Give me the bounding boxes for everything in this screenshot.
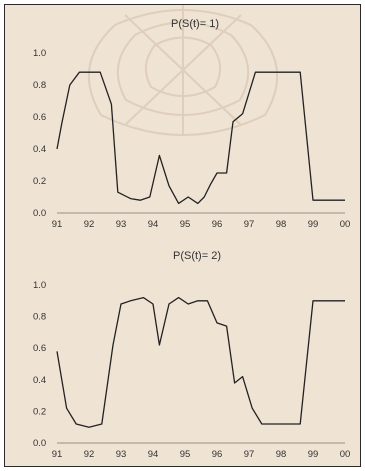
x-tick-label: 91 xyxy=(52,449,63,460)
y-tick-label: 1.0 xyxy=(33,280,46,291)
x-tick-label: 98 xyxy=(276,449,287,460)
y-axis-ticks: 0.0 0.2 0.4 0.6 0.8 1.0 xyxy=(33,280,46,449)
x-tick-label: 99 xyxy=(308,219,319,230)
chart-p-state-2: P(S(t)= 2) 0.0 0.2 0.4 0.6 0.8 1.0 91 92 93 94 95… xyxy=(33,250,351,460)
x-tick-label: 92 xyxy=(84,449,95,460)
x-tick-label: 98 xyxy=(276,219,287,230)
x-tick-label: 97 xyxy=(244,219,255,230)
x-tick-label: 92 xyxy=(84,219,95,230)
x-axis-ticks: 91 92 93 94 95 96 97 98 99 00 xyxy=(52,449,351,460)
x-axis-ticks: 91 92 93 94 95 96 97 98 99 00 xyxy=(52,219,351,230)
y-tick-label: 1.0 xyxy=(33,48,46,59)
y-tick-label: 0.6 xyxy=(33,112,46,123)
series-line xyxy=(56,71,345,205)
x-tick-label: 96 xyxy=(212,219,223,230)
chart-p-state-1: P(S(t)= 1) 0.0 0.2 0.4 0.6 0.8 1.0 91 92 93 94 95… xyxy=(33,18,351,230)
x-tick-label: 93 xyxy=(116,449,127,460)
chart-title: P(S(t)= 2) xyxy=(173,250,221,262)
y-tick-label: 0.4 xyxy=(33,375,46,386)
x-tick-label: 97 xyxy=(244,449,255,460)
series-line xyxy=(56,296,345,428)
y-tick-label: 0.2 xyxy=(33,406,46,417)
chart-title: P(S(t)= 1) xyxy=(171,18,219,30)
x-tick-label: 00 xyxy=(340,449,351,460)
x-tick-label: 99 xyxy=(308,449,319,460)
x-tick-label: 91 xyxy=(52,219,63,230)
y-tick-label: 0.4 xyxy=(33,144,46,155)
y-tick-label: 0.8 xyxy=(33,312,46,323)
watermark-logo xyxy=(87,5,279,136)
figure-frame: P(S(t)= 1) 0.0 0.2 0.4 0.6 0.8 1.0 91 92 93 94 95… xyxy=(4,4,361,467)
x-tick-label: 00 xyxy=(340,219,351,230)
y-tick-label: 0.6 xyxy=(33,343,46,354)
x-tick-label: 94 xyxy=(148,449,159,460)
x-tick-label: 96 xyxy=(212,449,223,460)
y-tick-label: 0.8 xyxy=(33,80,46,91)
x-tick-label: 95 xyxy=(180,449,191,460)
y-axis-ticks: 0.0 0.2 0.4 0.6 0.8 1.0 xyxy=(33,48,46,219)
y-tick-label: 0.0 xyxy=(33,438,46,449)
x-tick-label: 95 xyxy=(180,219,191,230)
x-tick-label: 93 xyxy=(116,219,127,230)
y-tick-label: 0.2 xyxy=(33,176,46,187)
y-tick-label: 0.0 xyxy=(33,208,46,219)
x-tick-label: 94 xyxy=(148,219,159,230)
